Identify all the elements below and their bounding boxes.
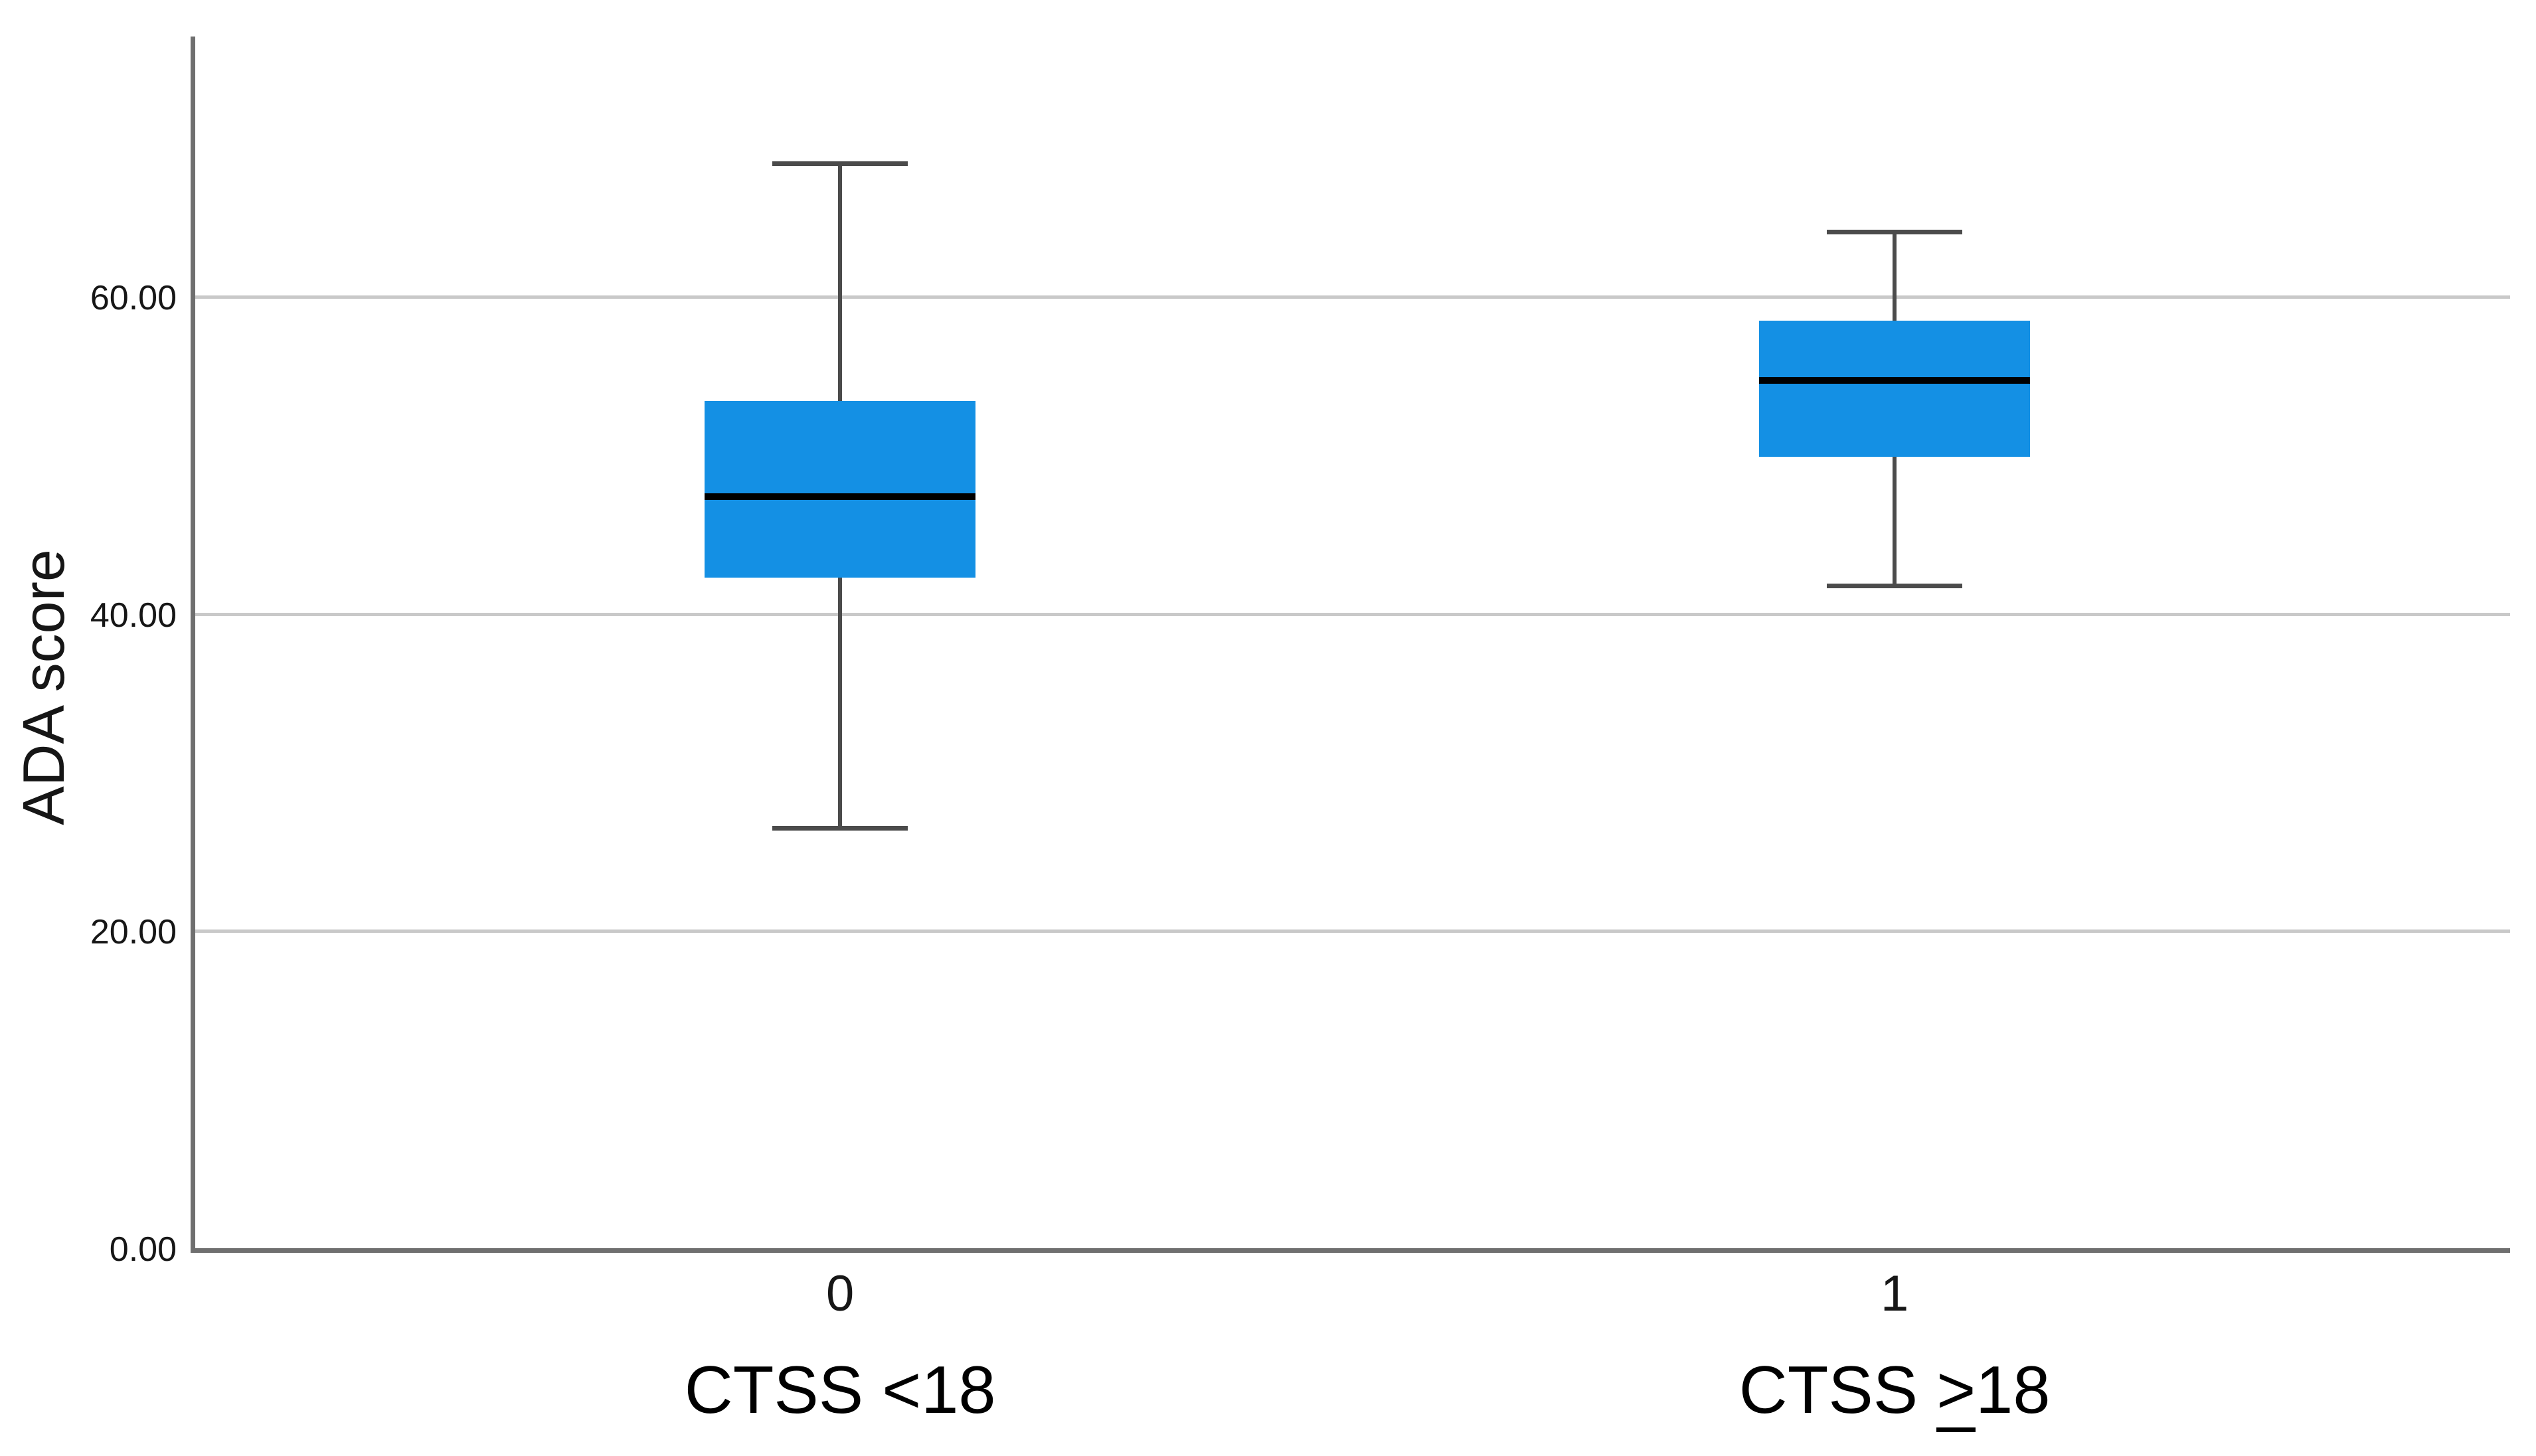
y-axis-title: ADA score bbox=[11, 549, 76, 825]
group-label-ctss-ge18: CTSS >18 bbox=[1496, 1353, 2293, 1433]
median-line bbox=[1759, 377, 2031, 384]
y-tick-label-0: 0.00 bbox=[109, 1230, 177, 1269]
iqr-box bbox=[705, 401, 976, 578]
whisker-cap-bottom bbox=[772, 825, 908, 831]
y-tick-label-40: 40.00 bbox=[90, 596, 177, 635]
x-tick-label-1: 1 bbox=[1881, 1265, 1909, 1322]
group-label-text: CTSS bbox=[684, 1353, 883, 1427]
median-line bbox=[705, 493, 976, 500]
group-label-text: CTSS bbox=[1738, 1353, 1937, 1427]
y-axis-line bbox=[191, 37, 195, 1253]
whisker-cap-top bbox=[772, 161, 908, 167]
y-tick-label-20: 20.00 bbox=[90, 913, 177, 952]
group-label-number: 18 bbox=[921, 1353, 996, 1427]
gridline-40 bbox=[195, 612, 2510, 616]
whisker-cap-bottom bbox=[1827, 583, 1963, 588]
y-tick-label-60: 60.00 bbox=[90, 278, 177, 317]
whisker-cap-top bbox=[1827, 229, 1963, 234]
group-label-ctss-lt18: CTSS <18 bbox=[442, 1353, 1238, 1433]
gridline-20 bbox=[195, 930, 2510, 933]
x-tick-label-0: 0 bbox=[826, 1265, 855, 1322]
gridline-60 bbox=[195, 295, 2510, 299]
iqr-box bbox=[1759, 320, 2031, 457]
x-axis-line bbox=[191, 1248, 2510, 1253]
less-than-symbol: < bbox=[882, 1353, 922, 1427]
group-label-number: 18 bbox=[1976, 1353, 2051, 1427]
greater-equal-symbol: > bbox=[1936, 1353, 1976, 1432]
